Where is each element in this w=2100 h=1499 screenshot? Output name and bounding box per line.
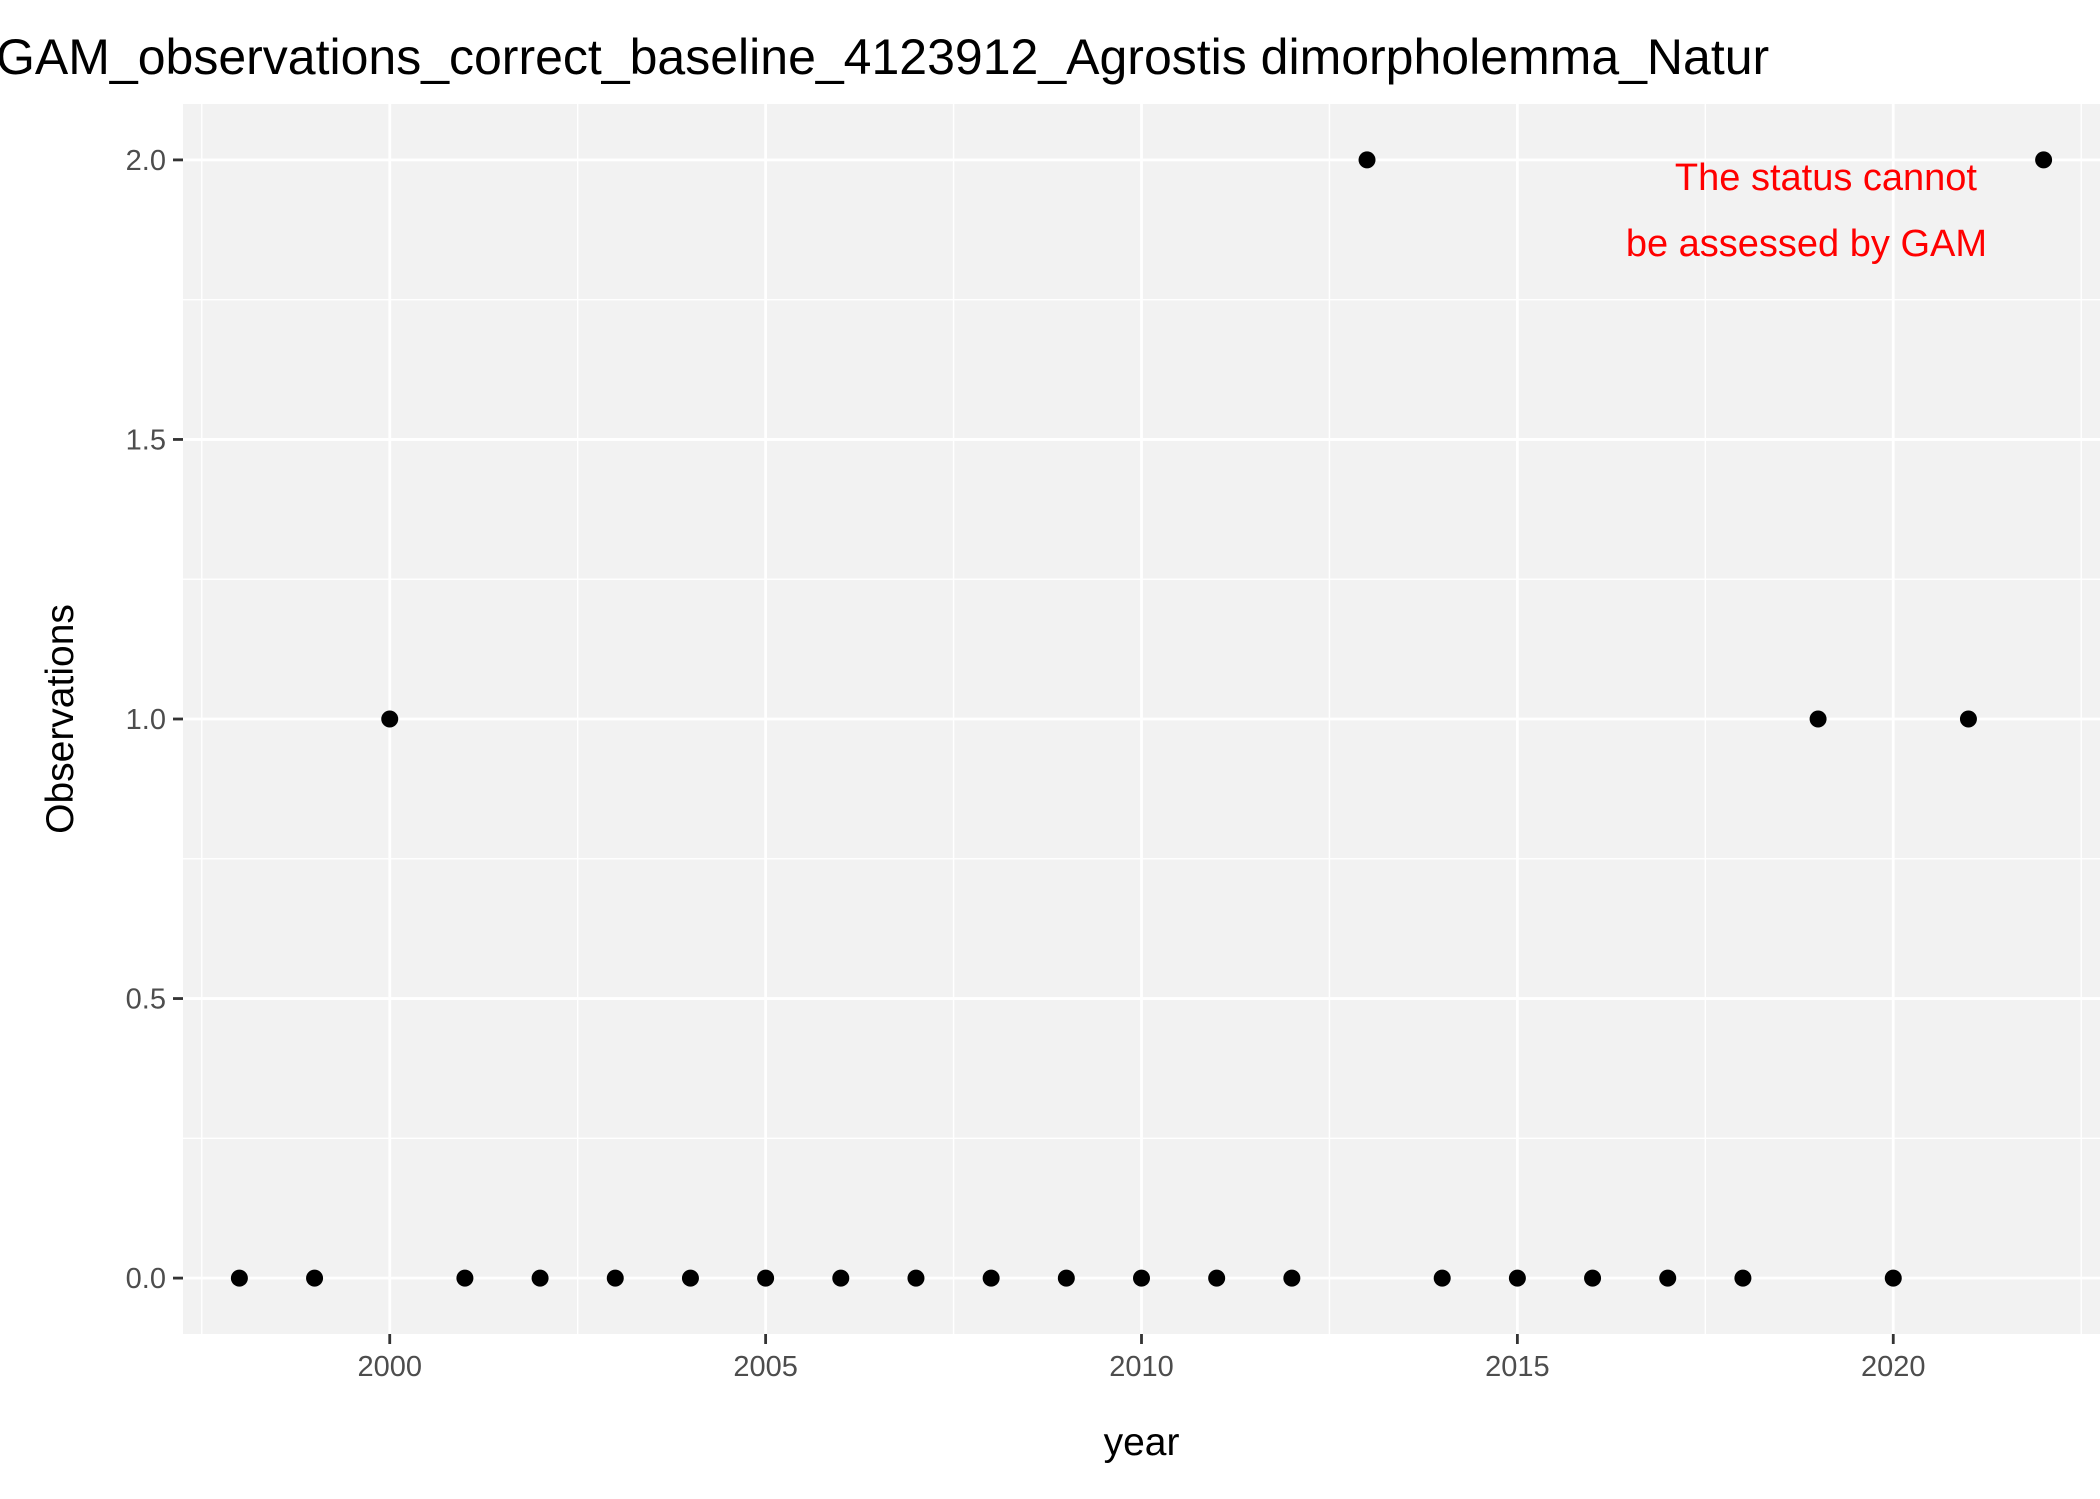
data-point — [1959, 710, 1977, 728]
data-point — [1358, 151, 1376, 169]
y-tick-label: 1.5 — [126, 424, 166, 456]
data-point — [1809, 710, 1827, 728]
x-tick-label: 2005 — [733, 1351, 798, 1383]
y-axis: 0.0 0.5 1.0 1.5 2.0 — [126, 145, 183, 1295]
x-tick-label: 2000 — [357, 1351, 422, 1383]
x-tick-label: 2015 — [1485, 1351, 1550, 1383]
y-tick-label: 2.0 — [126, 145, 166, 177]
data-point — [1584, 1269, 1602, 1287]
data-point — [757, 1269, 775, 1287]
y-tick-label: 0.0 — [126, 1263, 166, 1295]
annotation-line: be assessed by GAM — [1626, 223, 1987, 265]
x-axis-title: year — [1104, 1421, 1180, 1464]
data-point — [1133, 1269, 1150, 1287]
chart-title: GAM_observations_correct_baseline_412391… — [0, 29, 1769, 85]
annotation-note: The status cannot be assessed by GAM — [1626, 157, 1987, 265]
data-point — [606, 1269, 624, 1287]
data-point — [1208, 1269, 1226, 1287]
data-point — [456, 1269, 474, 1287]
data-point — [1283, 1269, 1301, 1287]
data-point — [2035, 151, 2053, 169]
data-point — [1884, 1269, 1902, 1287]
data-points — [230, 151, 2053, 1287]
y-axis-title: Observations — [39, 604, 82, 834]
data-point — [681, 1269, 699, 1287]
data-point — [907, 1269, 925, 1287]
data-point — [1659, 1269, 1677, 1287]
x-axis: 2000 2005 2010 2015 2020 — [357, 1334, 1926, 1383]
data-point — [306, 1269, 324, 1287]
data-point — [982, 1269, 1000, 1287]
data-point — [531, 1269, 549, 1287]
annotation-line: The status cannot — [1675, 157, 1978, 199]
data-point — [1734, 1269, 1752, 1287]
x-tick-label: 2020 — [1861, 1351, 1926, 1383]
x-tick-label: 2010 — [1109, 1351, 1174, 1383]
data-point — [1433, 1269, 1451, 1287]
data-point — [1057, 1269, 1075, 1287]
data-point — [832, 1269, 850, 1287]
data-point — [1508, 1269, 1526, 1287]
y-tick-label: 1.0 — [126, 704, 166, 736]
data-point — [230, 1269, 248, 1287]
data-point — [381, 710, 399, 728]
y-tick-label: 0.5 — [126, 984, 166, 1016]
